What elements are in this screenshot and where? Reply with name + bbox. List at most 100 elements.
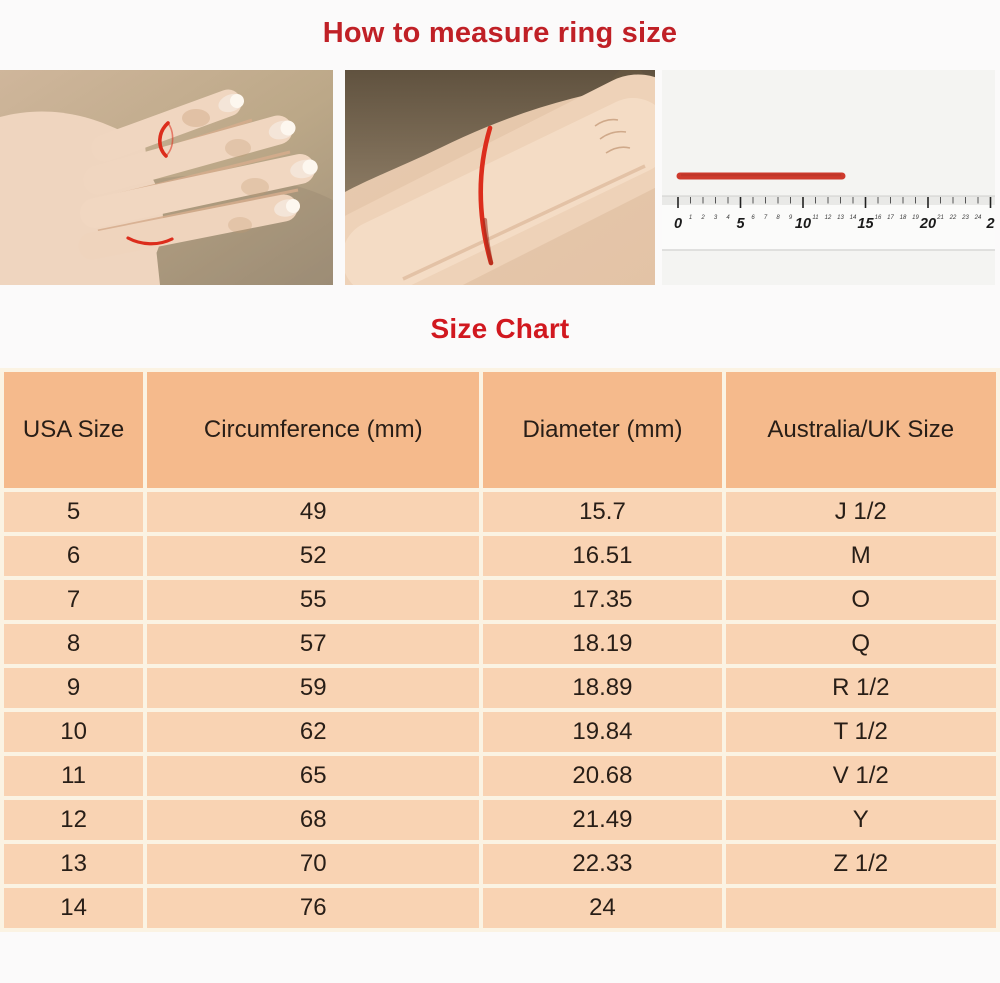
table-row: 10 62 19.84 T 1/2 bbox=[4, 712, 996, 752]
table-cell: Y bbox=[725, 800, 996, 840]
table-cell: 59 bbox=[147, 668, 480, 708]
table-cell: M bbox=[725, 536, 996, 576]
ruler-number: 2 bbox=[985, 216, 994, 232]
ruler-number: 1 bbox=[689, 215, 692, 221]
ruler-number: 7 bbox=[764, 215, 768, 221]
ruler-scale: 0 1 2 3 4 5 6 7 8 9 10 11 12 13 14 15 16 17 18 19 20 21 22 23 24… bbox=[674, 197, 995, 232]
ruler-number: 5 bbox=[736, 216, 745, 232]
table-cell: 10 bbox=[4, 712, 144, 752]
table-row: 9 59 18.89 R 1/2 bbox=[4, 668, 996, 708]
ruler-number: 0 bbox=[674, 216, 682, 232]
subtitle-block: Size Chart bbox=[0, 285, 1000, 368]
ruler-illustration: 0 1 2 3 4 5 6 7 8 9 10 11 12 13 14 15 16 17 18 19 20 21 22 23 24… bbox=[662, 70, 995, 285]
ruler-number: 22 bbox=[949, 215, 957, 221]
red-string-ring bbox=[158, 121, 170, 158]
table-cell: 18.19 bbox=[483, 624, 722, 664]
table-cell: Z 1/2 bbox=[725, 844, 996, 884]
table-cell: 14 bbox=[4, 888, 144, 928]
ring-size-table: USA Size Circumference (mm) Diameter (mm… bbox=[0, 368, 1000, 932]
ruler-number: 15 bbox=[857, 216, 874, 232]
table-cell: 52 bbox=[147, 536, 480, 576]
ruler-number: 23 bbox=[961, 215, 969, 221]
nails bbox=[218, 93, 318, 217]
table-cell: 19.84 bbox=[483, 712, 722, 752]
table-cell: 70 bbox=[147, 844, 480, 884]
table-cell: Q bbox=[725, 624, 996, 664]
table-cell: J 1/2 bbox=[725, 492, 996, 532]
ruler-number: 13 bbox=[837, 215, 844, 221]
page-title: How to measure ring size bbox=[322, 17, 678, 49]
photo-hand-with-string-ring bbox=[0, 70, 333, 285]
instruction-photos: 0 1 2 3 4 5 6 7 8 9 10 11 12 13 14 15 16 17 18 19 20 21 22 23 24… bbox=[0, 70, 1000, 285]
size-chart-title: Size Chart bbox=[430, 313, 570, 344]
ruler-number: 14 bbox=[850, 215, 857, 221]
table-cell: 16.51 bbox=[483, 536, 722, 576]
table-cell: 62 bbox=[147, 712, 480, 752]
table-cell: 55 bbox=[147, 580, 480, 620]
size-table-body: 5 49 15.7 J 1/2 6 52 16.51 M 7 55 17.35 O 8 57 18.19 Q 9… bbox=[4, 492, 996, 928]
table-cell bbox=[725, 888, 996, 928]
header-circumference: Circumference (mm) bbox=[147, 372, 480, 488]
size-chart-section: USA Size Circumference (mm) Diameter (mm… bbox=[0, 368, 1000, 932]
table-cell: 6 bbox=[4, 536, 144, 576]
table-row: 8 57 18.19 Q bbox=[4, 624, 996, 664]
table-row: 12 68 21.49 Y bbox=[4, 800, 996, 840]
ruler-number: 16 bbox=[875, 215, 882, 221]
table-cell: 8 bbox=[4, 624, 144, 664]
ruler-number: 24 bbox=[974, 215, 982, 221]
table-cell: 24 bbox=[483, 888, 722, 928]
table-row: 5 49 15.7 J 1/2 bbox=[4, 492, 996, 532]
title-block: How to measure ring size bbox=[0, 0, 1000, 70]
header-australia-uk: Australia/UK Size bbox=[725, 372, 996, 488]
ruler-number: 3 bbox=[714, 215, 718, 221]
ruler-number: 11 bbox=[812, 215, 818, 221]
header-usa-size: USA Size bbox=[4, 372, 144, 488]
ruler-number: 9 bbox=[789, 215, 793, 221]
table-row: 6 52 16.51 M bbox=[4, 536, 996, 576]
header-diameter: Diameter (mm) bbox=[483, 372, 722, 488]
table-cell: 7 bbox=[4, 580, 144, 620]
table-cell: 9 bbox=[4, 668, 144, 708]
ruler-number: 4 bbox=[726, 215, 730, 221]
table-cell: R 1/2 bbox=[725, 668, 996, 708]
table-cell: 18.89 bbox=[483, 668, 722, 708]
table-cell: O bbox=[725, 580, 996, 620]
table-row: 14 76 24 bbox=[4, 888, 996, 928]
ruler-number: 17 bbox=[887, 215, 894, 221]
table-cell: 20.68 bbox=[483, 756, 722, 796]
table-cell: 21.49 bbox=[483, 800, 722, 840]
table-cell: V 1/2 bbox=[725, 756, 996, 796]
ruler-number: 6 bbox=[751, 215, 755, 221]
table-cell: T 1/2 bbox=[725, 712, 996, 752]
table-cell: 65 bbox=[147, 756, 480, 796]
table-cell: 68 bbox=[147, 800, 480, 840]
red-string-end bbox=[126, 236, 174, 246]
table-cell: 22.33 bbox=[483, 844, 722, 884]
photo-string-on-ruler: 0 1 2 3 4 5 6 7 8 9 10 11 12 13 14 15 16 17 18 19 20 21 22 23 24… bbox=[662, 70, 995, 285]
ruler-number: 18 bbox=[900, 215, 907, 221]
table-cell: 49 bbox=[147, 492, 480, 532]
ruler-number: 20 bbox=[919, 216, 936, 232]
table-row: 7 55 17.35 O bbox=[4, 580, 996, 620]
ruler-number: 2 bbox=[700, 215, 705, 221]
hand-with-string-illustration bbox=[0, 70, 333, 285]
table-cell: 5 bbox=[4, 492, 144, 532]
ruler-number: 19 bbox=[912, 215, 919, 221]
table-row: 11 65 20.68 V 1/2 bbox=[4, 756, 996, 796]
knuckle-wrinkles bbox=[594, 118, 631, 154]
ruler-number: 8 bbox=[776, 215, 780, 221]
table-cell: 76 bbox=[147, 888, 480, 928]
table-row: 13 70 22.33 Z 1/2 bbox=[4, 844, 996, 884]
table-cell: 17.35 bbox=[483, 580, 722, 620]
table-cell: 57 bbox=[147, 624, 480, 664]
ruler-number: 21 bbox=[936, 215, 944, 221]
photo-string-closeup bbox=[345, 70, 655, 285]
table-header-row: USA Size Circumference (mm) Diameter (mm… bbox=[4, 372, 996, 488]
ruler-number: 12 bbox=[825, 215, 832, 221]
table-cell: 13 bbox=[4, 844, 144, 884]
table-cell: 12 bbox=[4, 800, 144, 840]
string-closeup-illustration bbox=[345, 70, 655, 285]
table-cell: 15.7 bbox=[483, 492, 722, 532]
table-cell: 11 bbox=[4, 756, 144, 796]
ruler-number: 10 bbox=[795, 216, 811, 232]
